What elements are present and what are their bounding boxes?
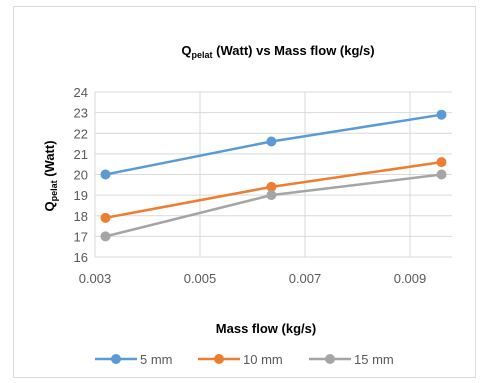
gridlines — [94, 91, 452, 258]
legend: 5 mm 10 mm 15 mm — [95, 352, 394, 367]
y-tick-labels: 16 17 18 19 20 21 22 23 24 — [74, 85, 88, 265]
y-tick-label: 22 — [74, 126, 88, 141]
data-point — [266, 190, 277, 201]
legend-label-1: 10 mm — [243, 352, 283, 367]
x-tick-labels: 0.003 0.005 0.007 0.009 — [79, 271, 427, 286]
data-point — [266, 181, 277, 192]
data-point — [266, 136, 277, 147]
x-tick-label: 0.007 — [289, 271, 322, 286]
y-tick-label: 20 — [74, 168, 88, 183]
legend-label-0: 5 mm — [140, 352, 173, 367]
y-tick-label: 21 — [74, 147, 88, 162]
data-point — [100, 231, 111, 242]
y-tick-label: 16 — [74, 250, 88, 265]
plot-area — [100, 109, 447, 242]
x-tick-label: 0.005 — [184, 271, 217, 286]
y-tick-label: 17 — [74, 229, 88, 244]
data-point — [100, 169, 111, 180]
y-tick-label: 18 — [74, 209, 88, 224]
data-point — [436, 169, 447, 180]
chart-title: Qpelat (Watt) vs Mass flow (kg/s) — [181, 43, 374, 60]
data-point — [436, 109, 447, 120]
y-axis-title: Qpelat (Watt) — [42, 140, 59, 211]
x-tick-label: 0.003 — [79, 271, 112, 286]
y-tick-label: 19 — [74, 188, 88, 203]
legend-marker-0 — [111, 354, 121, 364]
x-axis-title: Mass flow (kg/s) — [216, 321, 316, 336]
y-tick-label: 24 — [74, 85, 88, 100]
legend-marker-2 — [325, 354, 335, 364]
data-point — [436, 157, 447, 168]
data-point — [100, 212, 111, 223]
legend-label-2: 15 mm — [354, 352, 394, 367]
legend-marker-1 — [214, 354, 224, 364]
y-tick-label: 23 — [74, 106, 88, 121]
x-tick-label: 0.009 — [394, 271, 427, 286]
